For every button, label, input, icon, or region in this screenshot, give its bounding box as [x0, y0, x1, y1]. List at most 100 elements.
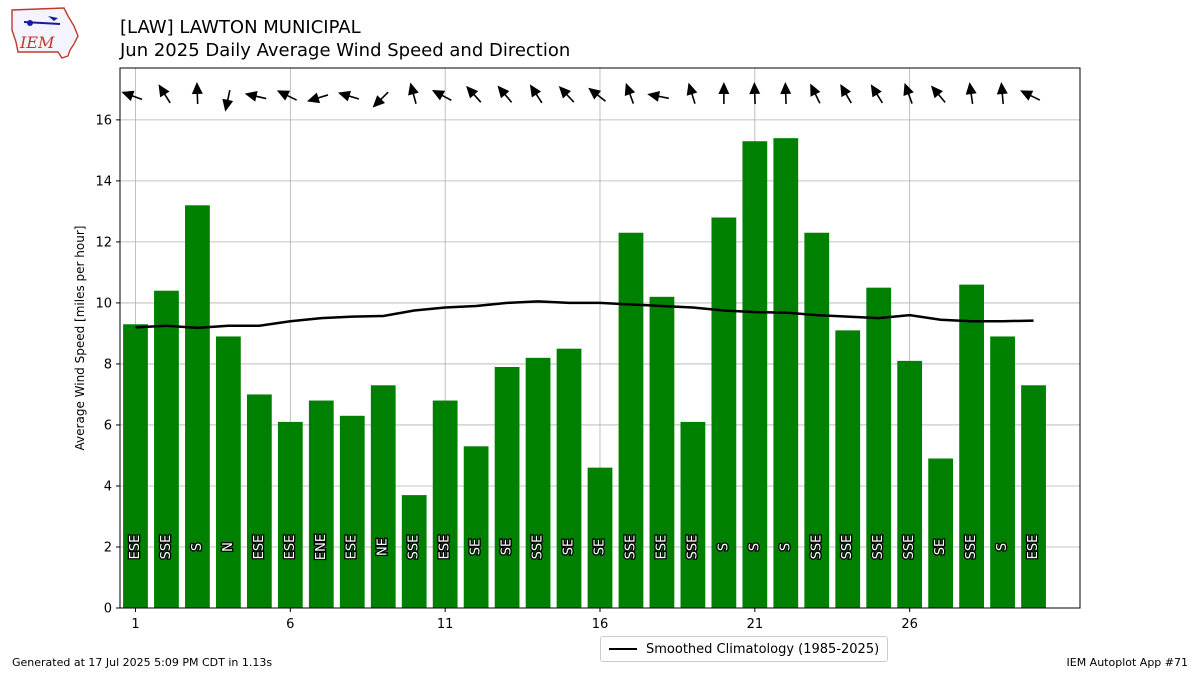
iem-logo-icon: IEM — [11, 7, 79, 59]
direction-label: SSE — [685, 535, 700, 560]
direction-arrow — [121, 90, 143, 102]
speed-bar — [897, 360, 923, 608]
arrow-head — [431, 89, 446, 101]
arrow-head — [408, 82, 419, 96]
arrow-head — [686, 82, 698, 96]
direction-arrow — [558, 86, 575, 103]
y-tick-label: 14 — [95, 174, 112, 189]
arrow-head — [244, 90, 258, 102]
arrow-head — [337, 90, 351, 102]
speed-bar — [123, 324, 148, 608]
direction-label: SSE — [159, 535, 174, 560]
speed-bar — [185, 205, 210, 608]
direction-arrow — [749, 81, 761, 105]
generated-timestamp: Generated at 17 Jul 2025 5:09 PM CDT in … — [12, 656, 273, 669]
climatology-line-group — [135, 300, 1034, 330]
arrow-head — [121, 90, 135, 102]
speed-bar — [804, 232, 830, 608]
direction-label: SSE — [623, 535, 638, 560]
speed-bar — [587, 467, 613, 608]
speed-bar — [463, 446, 489, 608]
direction-arrow — [718, 81, 730, 104]
direction-arrow — [306, 92, 329, 104]
arrow-head — [466, 85, 479, 99]
direction-label: NE — [376, 538, 391, 556]
direction-arrow — [497, 85, 513, 103]
direction-label: ESE — [1026, 535, 1041, 560]
direction-label: S — [747, 543, 762, 551]
legend-label: Smoothed Climatology (1985-2025) — [646, 641, 880, 657]
direction-arrow — [647, 91, 669, 102]
direction-label: SSE — [531, 535, 546, 560]
speed-bar — [370, 385, 396, 608]
speed-bar — [990, 336, 1015, 608]
arrow-head — [870, 84, 882, 98]
direction-label: SSE — [871, 535, 886, 560]
speed-bar — [711, 217, 737, 609]
arrow-head — [588, 87, 602, 100]
direction-label: SSE — [407, 535, 422, 560]
y-tick-label: 12 — [95, 235, 112, 250]
direction-arrow — [1020, 90, 1041, 101]
direction-arrow — [408, 82, 419, 104]
logo-text: IEM — [19, 33, 55, 52]
speed-bar — [959, 284, 984, 608]
y-tick-label: 16 — [95, 113, 112, 128]
climatology-line — [135, 300, 1034, 330]
direction-arrows — [121, 81, 1041, 112]
arrow-head — [931, 85, 943, 99]
speed-bar — [525, 357, 551, 608]
legend-line-swatch — [609, 648, 637, 650]
direction-label: N — [221, 542, 236, 552]
y-tick-label: 2 — [104, 540, 112, 555]
direction-arrow — [903, 82, 914, 104]
speed-bar — [618, 232, 644, 608]
direction-label: S — [716, 543, 731, 551]
direction-arrow — [870, 84, 884, 104]
direction-label: SSE — [964, 535, 979, 560]
direction-arrow — [276, 90, 297, 101]
speed-bar — [494, 366, 520, 608]
direction-label: ESE — [654, 535, 669, 560]
arrow-head — [1020, 90, 1034, 101]
arrow-head — [222, 98, 234, 112]
speed-bar — [432, 400, 458, 608]
x-tick-label: 16 — [592, 617, 609, 632]
direction-arrow — [244, 90, 267, 102]
x-tick-label: 21 — [747, 617, 764, 632]
arrow-head — [624, 82, 636, 97]
speed-bar — [154, 290, 179, 608]
speed-bar — [339, 415, 365, 608]
direction-label: ESE — [128, 535, 143, 560]
y-tick-label: 8 — [104, 357, 112, 372]
direction-arrow — [686, 82, 698, 104]
arrow-head — [749, 81, 761, 95]
arrow-head — [372, 95, 385, 108]
x-tick-label: 11 — [437, 617, 454, 632]
direction-arrow — [931, 85, 946, 103]
direction-arrow — [840, 83, 852, 104]
direction-label: SSE — [840, 535, 855, 560]
arrow-head — [306, 92, 321, 104]
y-tick-label: 0 — [104, 602, 112, 617]
direction-arrow — [158, 84, 171, 104]
speed-bars — [123, 138, 1046, 609]
speed-bar — [216, 336, 241, 608]
speed-bar — [401, 495, 427, 608]
y-tick-label: 4 — [104, 479, 112, 494]
direction-arrow — [431, 89, 452, 101]
direction-arrow — [780, 81, 792, 105]
arrow-head — [780, 81, 792, 95]
y-tick-label: 6 — [104, 418, 112, 433]
direction-arrow — [466, 85, 482, 103]
x-tick-label: 26 — [901, 617, 918, 632]
arrow-head — [158, 84, 170, 98]
direction-label: SE — [933, 539, 948, 555]
speed-bar — [277, 421, 303, 608]
speed-bar — [649, 296, 675, 608]
speed-bar — [773, 138, 799, 608]
speed-bar — [742, 141, 768, 608]
arrow-head — [718, 81, 730, 94]
arrow-head — [996, 82, 1008, 95]
